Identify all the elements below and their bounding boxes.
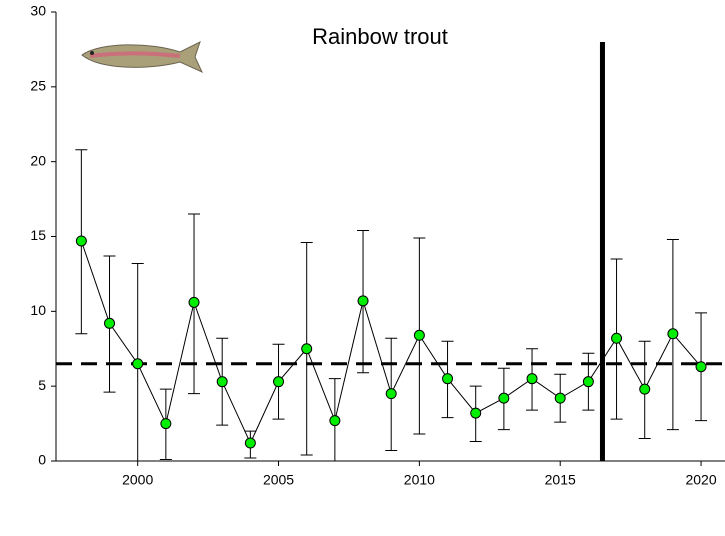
data-point (75, 235, 87, 247)
x-tick-label: 2015 (545, 472, 576, 488)
plot-area (56, 42, 725, 462)
data-point (244, 437, 256, 449)
y-tick-label: 5 (38, 377, 46, 393)
data-point (301, 343, 313, 355)
data-point (554, 392, 566, 404)
data-point (498, 392, 510, 404)
data-point (188, 296, 200, 308)
fish-icon (81, 41, 204, 74)
data-point (385, 388, 397, 400)
y-tick-label: 10 (30, 302, 46, 318)
data-point (442, 373, 454, 385)
data-point (639, 383, 651, 395)
y-tick-label: 20 (30, 152, 46, 168)
data-point (611, 332, 623, 344)
data-point (667, 328, 679, 340)
data-point (470, 407, 482, 419)
data-point (160, 418, 172, 430)
data-point (216, 376, 228, 388)
data-point (104, 317, 116, 329)
data-point (413, 329, 425, 341)
data-point (273, 376, 285, 388)
data-point (357, 295, 369, 307)
x-tick-label: 2000 (122, 472, 153, 488)
x-tick-label: 2005 (263, 472, 294, 488)
data-point (526, 373, 538, 385)
y-tick-label: 30 (30, 3, 46, 19)
data-point (582, 376, 594, 388)
x-tick-label: 2020 (685, 472, 716, 488)
data-point (695, 361, 707, 373)
y-tick-label: 0 (38, 452, 46, 468)
data-point (329, 415, 341, 427)
data-point (132, 358, 144, 370)
chart-title: Rainbow trout (312, 24, 448, 49)
y-tick-label: 25 (30, 78, 46, 94)
x-tick-label: 2010 (404, 472, 435, 488)
y-tick-label: 15 (30, 227, 46, 243)
